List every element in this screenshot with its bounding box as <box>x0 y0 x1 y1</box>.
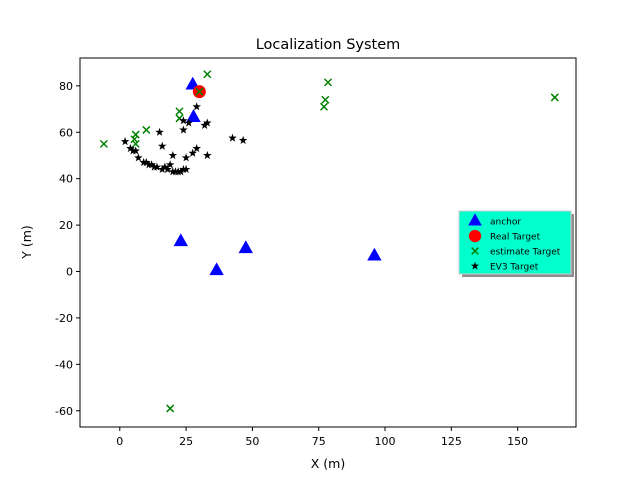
data-point <box>147 160 156 169</box>
data-point <box>142 157 151 167</box>
legend-label: EV3 Target <box>490 263 539 273</box>
data-point <box>134 153 143 162</box>
data-point <box>179 116 188 125</box>
data-point <box>120 137 130 146</box>
data-point <box>181 164 191 174</box>
data-point <box>152 162 162 171</box>
x-tick-label: 0 <box>116 435 123 448</box>
y-tick-label: -20 <box>55 312 73 325</box>
data-point <box>157 164 167 174</box>
data-point <box>142 125 151 134</box>
chart-title: Localization System <box>256 37 401 53</box>
x-axis-label: X (m) <box>311 456 345 471</box>
data-point <box>319 102 329 111</box>
data-point <box>126 144 135 153</box>
data-point <box>160 162 170 171</box>
legend-label: Real Target <box>490 233 541 243</box>
y-tick-label: 60 <box>59 126 73 139</box>
data-point <box>203 150 212 160</box>
data-point <box>203 118 212 127</box>
x-tick-label: 100 <box>375 435 396 448</box>
data-point <box>323 78 333 87</box>
data-point <box>176 167 186 176</box>
data-point <box>184 118 194 127</box>
data-point <box>175 107 184 116</box>
y-axis: -60 -40 -20 0 20 40 60 80 <box>55 80 80 418</box>
data-point <box>367 247 382 261</box>
x-tick-label: 150 <box>507 435 528 448</box>
data-point <box>163 164 172 174</box>
data-point <box>173 233 188 247</box>
legend-marker <box>471 247 479 255</box>
data-point <box>321 95 330 104</box>
data-point <box>155 127 164 136</box>
data-point <box>195 87 204 96</box>
data-point <box>165 160 175 169</box>
data-point <box>550 93 559 102</box>
data-point <box>131 139 140 148</box>
plot-frame <box>79 57 577 428</box>
series-estimate-target <box>99 70 559 413</box>
x-axis: 0 25 50 75 100 125 150 <box>116 427 528 448</box>
data-point <box>166 404 175 413</box>
y-tick-label: 0 <box>66 266 73 279</box>
data-point <box>238 135 248 145</box>
data-point <box>131 146 140 155</box>
data-point <box>186 109 201 122</box>
legend-label: anchor <box>490 218 521 228</box>
x-tick-label: 25 <box>179 435 193 448</box>
y-tick-label: 80 <box>59 80 73 93</box>
series-anchor <box>173 76 382 276</box>
y-tick-label: -60 <box>55 405 73 418</box>
x-tick-label: 50 <box>245 435 259 448</box>
legend-marker <box>468 229 482 243</box>
y-tick-label: 20 <box>59 219 73 232</box>
legend-marker <box>468 213 482 226</box>
data-point <box>168 150 178 160</box>
data-point <box>192 144 201 153</box>
data-point <box>181 153 191 162</box>
data-point <box>203 70 212 79</box>
data-point <box>228 133 237 142</box>
data-point <box>179 125 188 134</box>
x-tick-label: 125 <box>441 435 462 448</box>
data-point <box>99 139 108 148</box>
y-tick-label: 40 <box>59 173 73 186</box>
x-tick-label: 75 <box>312 435 326 448</box>
data-point <box>188 148 198 157</box>
series-ev3-target <box>120 102 248 176</box>
data-point <box>192 102 201 111</box>
y-tick-label: -40 <box>55 358 73 371</box>
legend: anchor Real Target estimate Target EV3 Targ… <box>458 210 574 277</box>
data-point <box>238 240 253 254</box>
data-point <box>157 141 167 150</box>
data-point <box>200 120 209 129</box>
data-point <box>209 262 224 276</box>
legend-label: estimate Target <box>490 248 561 258</box>
legend-marker <box>470 261 480 270</box>
y-axis-label: Y (m) <box>19 225 34 260</box>
data-point <box>130 135 139 144</box>
data-point <box>131 130 140 139</box>
